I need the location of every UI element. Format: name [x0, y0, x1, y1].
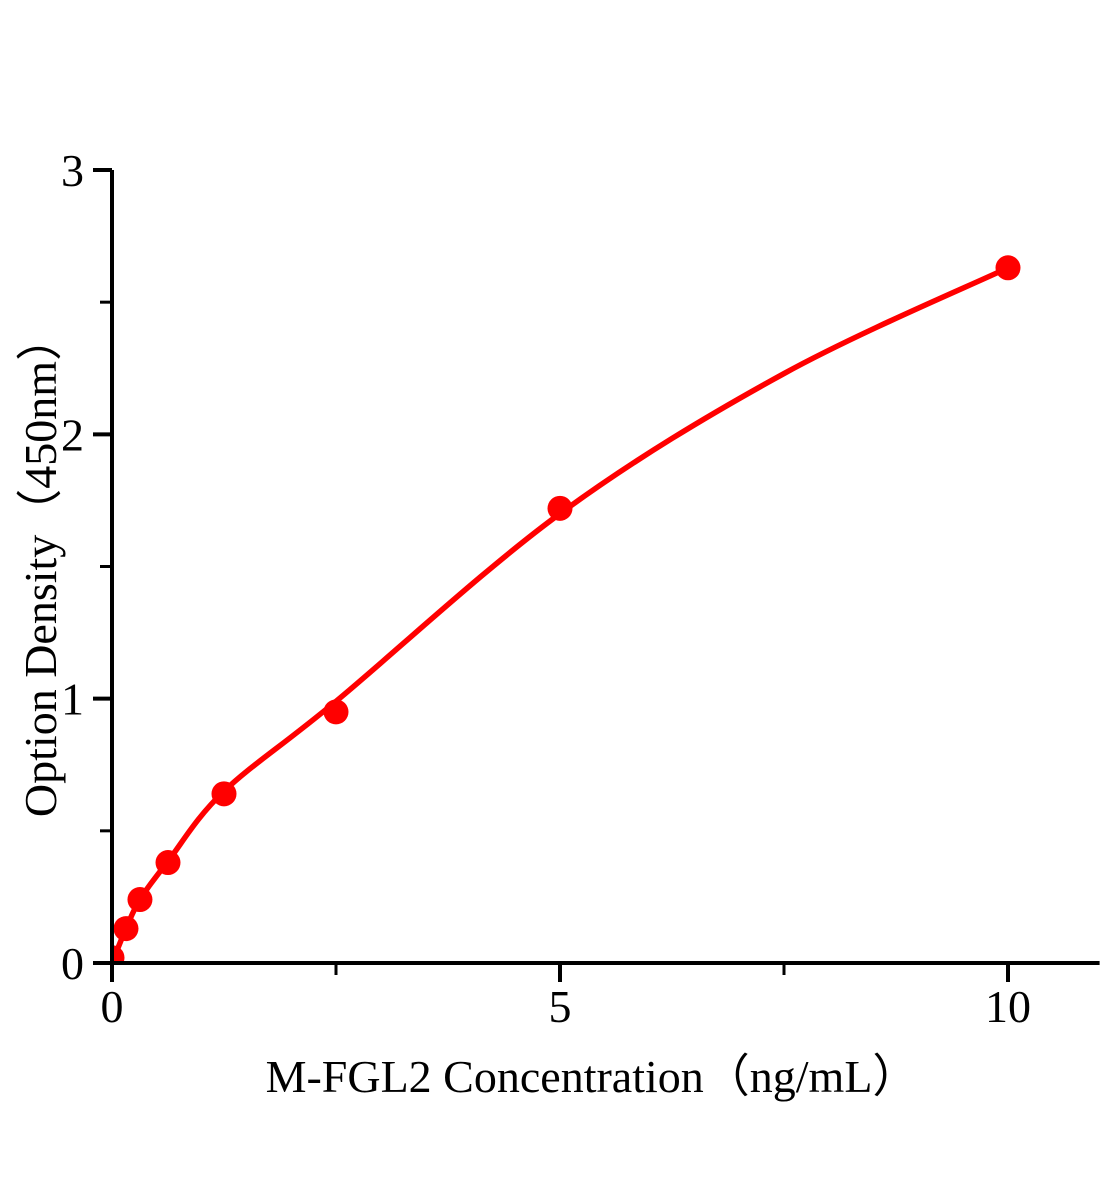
series-layer: [112, 255, 1021, 965]
y-tick-label: 1: [61, 674, 84, 725]
tick-label-layer: 0 5 10 0 1 2 3: [61, 145, 1031, 1032]
tick-layer: [93, 168, 1010, 982]
data-point-marker: [547, 495, 573, 521]
data-point-marker: [113, 916, 139, 942]
data-point-marker: [995, 255, 1021, 281]
data-point-marker: [155, 850, 181, 876]
data-point-marker: [323, 699, 349, 725]
x-axis-label: M-FGL2 Concentration（ng/mL）: [266, 1051, 919, 1102]
y-tick-label: 0: [61, 938, 84, 989]
x-tick-label: 10: [985, 981, 1031, 1032]
data-point-marker: [211, 781, 237, 807]
x-tick-label: 0: [101, 981, 124, 1032]
data-point-marker: [127, 887, 153, 913]
y-axis-label: Option Density（450nm）: [15, 315, 66, 817]
y-tick-label: 2: [61, 409, 84, 460]
y-tick-label: 3: [61, 145, 84, 196]
data-point-marker: [112, 945, 125, 965]
axes-layer: [110, 170, 1100, 965]
x-tick-label: 5: [549, 981, 572, 1032]
fit-curve: [112, 265, 1011, 965]
